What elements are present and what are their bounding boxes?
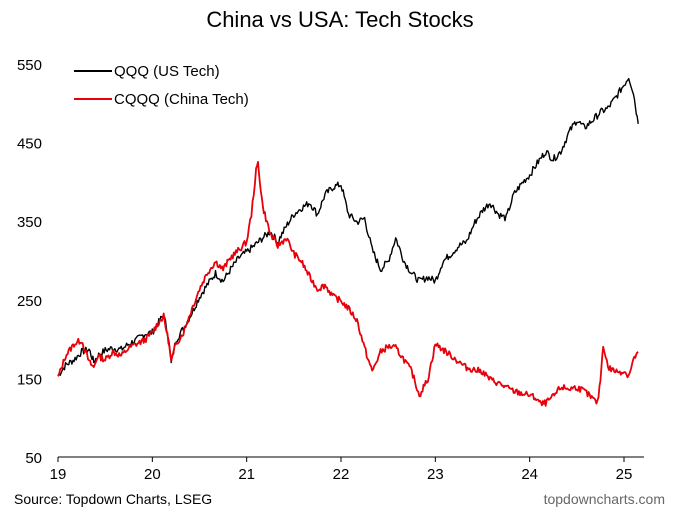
x-tick-label: 25: [616, 466, 633, 483]
x-tick-label: 19: [50, 466, 67, 483]
chart-title: China vs USA: Tech Stocks: [206, 7, 473, 32]
qqq-series-line: [57, 77, 639, 376]
legend-label: QQQ (US Tech): [114, 63, 220, 80]
x-tick-label: 22: [333, 466, 350, 483]
x-tick-label: 24: [521, 466, 538, 483]
legend: QQQ (US Tech) CQQQ (China Tech): [74, 63, 249, 108]
y-tick-label: 350: [17, 214, 42, 231]
x-axis-ticks: 19 20 21 22 23 24 25: [50, 457, 633, 483]
series-lines: [57, 77, 639, 407]
watermark-text: topdowncharts.com: [544, 491, 665, 507]
y-tick-label: 250: [17, 293, 42, 310]
source-note: Source: Topdown Charts, LSEG: [14, 491, 212, 507]
x-tick-label: 23: [427, 466, 444, 483]
cqqq-series-line: [57, 160, 639, 407]
y-tick-label: 150: [17, 371, 42, 388]
x-tick-label: 20: [144, 466, 161, 483]
y-tick-label: 50: [25, 450, 42, 467]
y-tick-label: 450: [17, 136, 42, 153]
legend-label: CQQQ (China Tech): [114, 91, 249, 108]
y-axis-ticks: 550 450 350 250 150 50: [17, 57, 42, 467]
x-tick-label: 21: [238, 466, 255, 483]
y-tick-label: 550: [17, 57, 42, 74]
